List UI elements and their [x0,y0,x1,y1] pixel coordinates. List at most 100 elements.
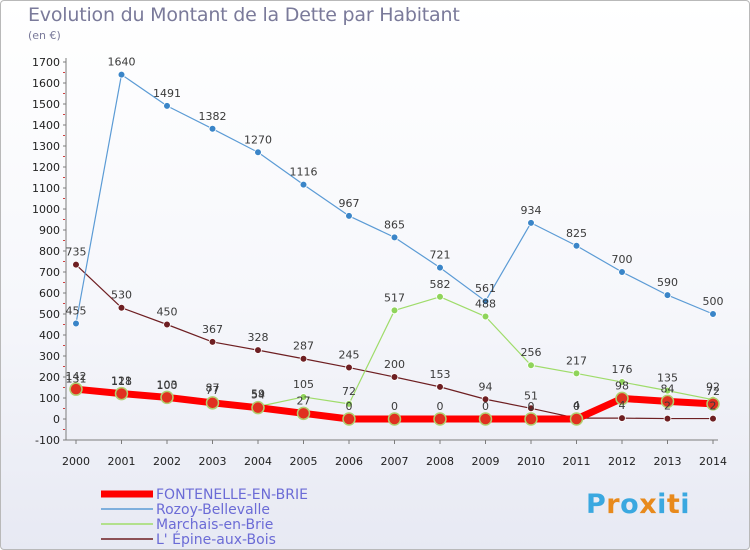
data-label: 103 [157,378,178,391]
unit-label: (en €) [28,29,61,42]
data-labels: 142 121 103 77 54 27 0 0 0 0 0 098 84 724551640149113… [66,56,724,413]
data-label: 118 [111,375,132,388]
legend-item: FONTENELLE-EN-BRIE [101,487,308,503]
data-label: 825 [566,227,587,240]
y-tick-label: 500 [39,308,60,321]
data-point [660,394,675,409]
data-point [299,180,308,189]
data-point [436,292,444,301]
data-label: 4 [573,399,580,412]
data-label: 84 [661,382,675,395]
data-label: 2 [710,400,717,413]
data-point [387,412,402,426]
data-label: 1116 [290,166,318,179]
data-label: 51 [524,389,538,402]
data-point [663,414,672,423]
data-label: 967 [339,197,360,210]
data-label: 530 [111,289,132,302]
x-tick-label: 2003 [199,455,227,468]
data-point [205,396,220,410]
data-point [299,354,308,363]
data-label: 105 [293,378,314,391]
data-label: 561 [475,282,496,295]
data-label: 121 [111,375,132,388]
series-1 [72,70,717,328]
data-point [481,297,490,305]
data-point [706,397,720,411]
data-label: 721 [430,249,451,262]
data-point [117,303,126,312]
legend-label: Marchais-en-Brie [156,517,273,533]
x-tick-label: 2008 [426,455,454,468]
y-tick-label: 900 [39,224,60,237]
x-tick-label: 2002 [153,455,181,468]
data-point [527,404,535,413]
data-label: 0 [437,400,444,413]
data-label: 0 [482,400,489,413]
data-label: 87 [206,382,220,395]
y-tick-label: 700 [39,266,60,279]
data-label: 94 [479,380,493,393]
data-point [663,291,672,299]
data-label: 517 [384,291,405,304]
data-point [436,263,444,272]
y-tick-label: 100 [39,392,60,405]
logo-letter: o [620,489,640,520]
data-point [208,124,217,133]
x-tick-label: 2013 [654,455,682,468]
data-label: 131 [66,372,87,385]
data-label: 98 [615,379,629,392]
data-point [390,233,399,242]
data-point [69,382,83,396]
data-point [478,412,493,426]
data-label: 455 [66,304,87,317]
x-tick-label: 2010 [517,455,545,468]
y-tick-label: -100 [35,434,60,447]
data-label: 450 [157,306,178,319]
legend-item: L' Épine-aux-Bois [101,531,276,548]
data-label: 245 [339,349,360,362]
data-label: 934 [521,204,542,217]
data-label: 0 [346,400,353,413]
y-tick-label: 1000 [32,203,60,216]
legend-label: FONTENELLE-EN-BRIE [156,487,308,503]
x-tick-label: 2007 [381,455,409,468]
y-tick-label: 1600 [32,77,60,90]
series-layer [69,70,720,426]
data-point [345,212,353,220]
data-label: 256 [521,346,542,359]
logo-letter: t [666,489,681,520]
axes: -100010020030040050060070080090010001100… [32,56,727,468]
data-label: 0 [391,400,398,413]
y-tick-label: 1300 [32,140,60,153]
data-label: 590 [657,276,678,289]
data-label: 200 [384,358,405,371]
data-point [72,260,80,269]
data-point [345,400,353,408]
data-point [615,391,629,406]
data-point [342,412,356,426]
legend-label: L' Épine-aux-Bois [156,531,276,548]
data-point [208,338,217,346]
x-tick-label: 2006 [335,455,363,468]
data-label: 367 [202,323,223,336]
data-label: 735 [66,246,87,259]
y-tick-label: 1400 [32,119,60,132]
data-label: 1640 [108,56,136,69]
data-label: 4 [619,399,626,412]
legend-item: Marchais-en-Brie [101,517,273,533]
data-label: 0 [573,400,580,413]
chart-title: Evolution du Montant de la Dette par Hab… [28,4,460,26]
data-point [709,310,717,318]
logo-letter: i [680,489,691,520]
data-point [663,386,672,395]
data-label: 500 [703,295,724,308]
logo-letter: x [639,489,658,520]
data-point [254,148,262,157]
logo-letter: P [586,489,607,520]
data-label: 153 [430,368,451,381]
data-label: 135 [657,372,678,385]
data-point [160,390,174,405]
data-point [709,414,717,423]
